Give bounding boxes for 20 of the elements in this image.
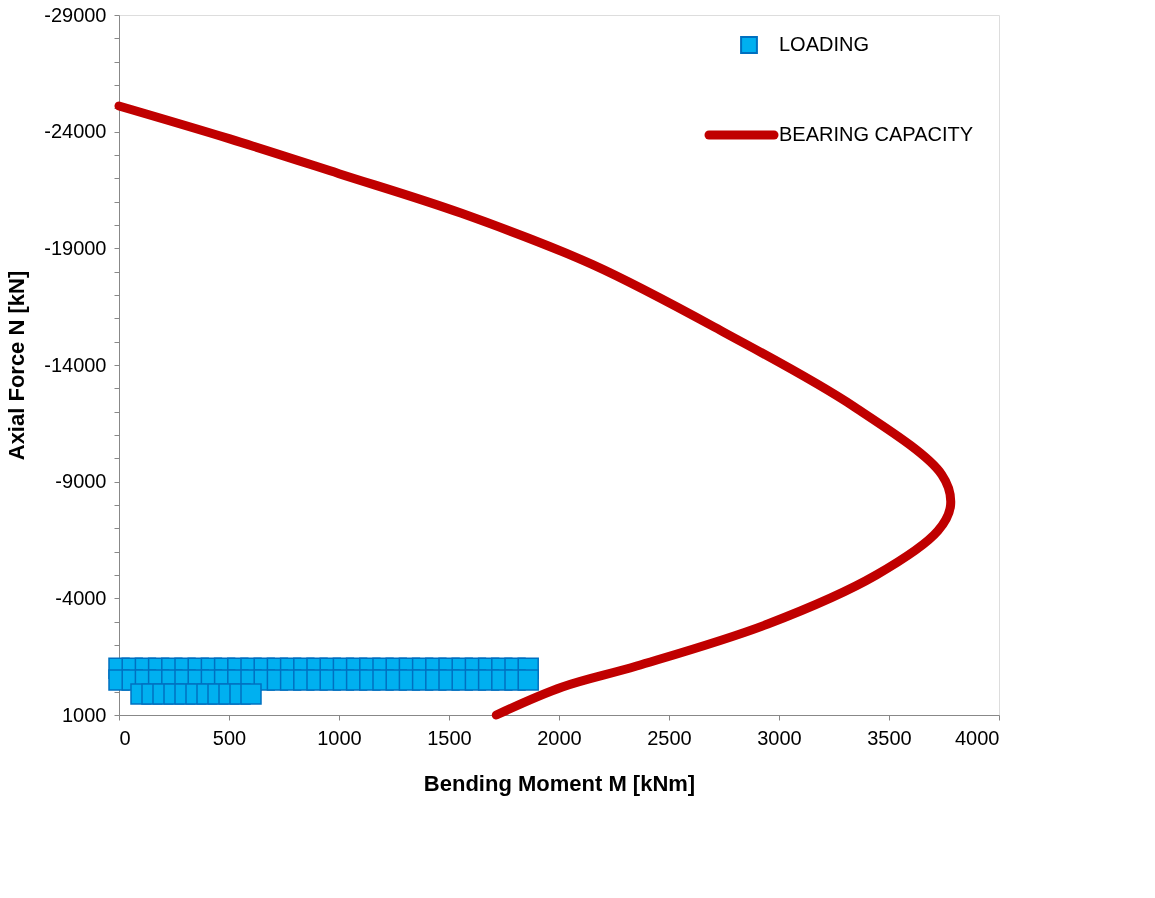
x-tick-label: 4000: [955, 726, 1000, 749]
y-tick-label: -19000: [44, 236, 107, 259]
y-tick-label: -24000: [44, 120, 107, 143]
x-tick-label: 3000: [757, 726, 802, 749]
legend-label: LOADING: [779, 33, 870, 55]
y-tick-label: 1000: [62, 703, 107, 726]
x-tick-label: 0: [119, 726, 131, 749]
legend-label: BEARING CAPACITY: [779, 123, 974, 145]
x-tick-label: 1500: [427, 726, 472, 749]
x-tick-label: 3500: [867, 726, 912, 749]
x-tick-label: 500: [212, 726, 247, 749]
x-tick-label: 2500: [647, 726, 692, 749]
y-tick-label: -14000: [44, 353, 107, 376]
x-tick-label: 2000: [537, 726, 582, 749]
y-tick-label: -29000: [44, 3, 107, 26]
x-tick-label: 1000: [317, 726, 362, 749]
y-axis-title: Axial Force N [kN]: [4, 270, 30, 461]
y-tick-label: -9000: [55, 470, 107, 493]
y-tick-label: -4000: [55, 586, 107, 609]
x-axis-title: Bending Moment M [kNm]: [423, 770, 696, 796]
